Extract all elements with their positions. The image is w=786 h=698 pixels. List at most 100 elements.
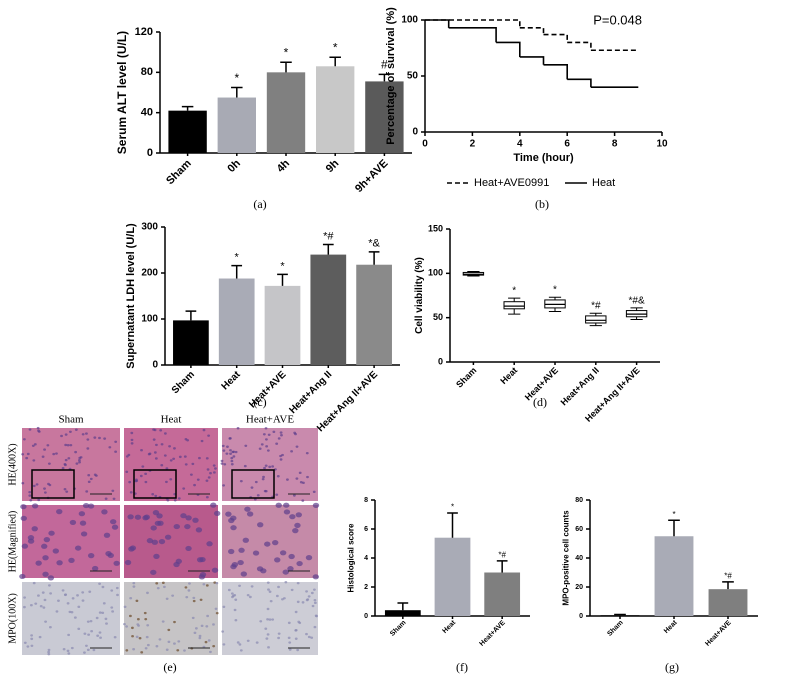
cell-nucleus (192, 599, 196, 603)
y-tick-label: 20 (575, 584, 583, 591)
cell-nucleus (99, 636, 102, 639)
cell-nucleus (49, 592, 53, 595)
cell-nucleus (108, 446, 112, 449)
bar (168, 110, 207, 153)
cell-nucleus (64, 458, 68, 462)
cell-nucleus (279, 458, 283, 461)
zoom-box (231, 469, 275, 499)
cell-nucleus (23, 596, 26, 599)
chart-panel: 0 50 100 Percentage of survival (%) (b) 0 2 4 6 8… (385, 7, 668, 211)
cell-nucleus (75, 462, 79, 465)
cell-nucleus (189, 473, 193, 476)
cell-nucleus (78, 511, 86, 517)
bar (356, 264, 392, 365)
cell-nucleus (158, 638, 162, 641)
cell-nucleus (211, 567, 219, 573)
cell-nucleus (155, 443, 158, 447)
cell-nucleus (183, 649, 186, 652)
y-tick-label: 50 (433, 312, 443, 322)
cell-nucleus (279, 431, 283, 434)
cell-nucleus (243, 464, 247, 468)
chart-panel: 0 50 100 150 Cell viability (%) (d) Sham Heat * H… (414, 223, 660, 424)
cell-nucleus (315, 614, 318, 618)
cell-nucleus (146, 624, 150, 627)
cell-nucleus (204, 640, 208, 644)
y-tick-label: 0 (438, 356, 443, 366)
cell-nucleus (212, 471, 216, 474)
cell-nucleus (260, 443, 264, 446)
y-tick-label: 300 (141, 222, 158, 233)
cell-nucleus (254, 480, 258, 484)
cell-nucleus (160, 443, 164, 446)
cell-nucleus (266, 581, 270, 584)
cell-nucleus (288, 553, 295, 560)
cell-nucleus (98, 436, 101, 440)
cell-nucleus (275, 502, 282, 508)
cell-nucleus (47, 650, 51, 654)
error-bar (280, 61, 292, 73)
cell-nucleus (206, 468, 210, 471)
y-tick-label: 0 (579, 613, 583, 620)
x-tick-label: Sham (170, 369, 197, 396)
cell-nucleus (312, 502, 320, 508)
cell-nucleus (262, 475, 265, 479)
cell-nucleus (163, 454, 167, 457)
cell-nucleus (46, 444, 50, 447)
cell-nucleus (182, 487, 186, 490)
cell-nucleus (236, 641, 240, 644)
cell-nucleus (35, 560, 42, 566)
cell-nucleus (212, 644, 216, 648)
cell-nucleus (193, 631, 197, 635)
cell-nucleus (301, 601, 305, 604)
significance-mark: *# (591, 301, 601, 312)
error-bar (722, 581, 734, 590)
cell-nucleus (34, 602, 38, 605)
cell-nucleus (225, 511, 232, 517)
cell-nucleus (173, 499, 177, 502)
x-tick-label: 4h (275, 157, 293, 175)
cell-nucleus (156, 586, 160, 590)
cell-nucleus (205, 584, 209, 587)
cell-nucleus (238, 547, 245, 553)
bar (600, 615, 640, 616)
cell-nucleus (239, 649, 243, 652)
cell-nucleus (134, 514, 142, 520)
cell-nucleus (125, 455, 129, 458)
column-title: Heat (161, 414, 182, 426)
cell-nucleus (85, 644, 88, 648)
cell-nucleus (255, 641, 259, 644)
cell-nucleus (125, 649, 129, 652)
survival-step (496, 41, 521, 57)
cell-nucleus (167, 628, 171, 632)
bar (365, 81, 404, 153)
cell-nucleus (137, 624, 141, 627)
cell-nucleus (242, 537, 250, 543)
panel-label: (g) (665, 660, 679, 674)
significance-mark: * (333, 41, 338, 55)
x-tick-label: Sham (164, 157, 194, 187)
cell-nucleus (307, 595, 311, 598)
cell-nucleus (194, 627, 198, 630)
cell-nucleus (63, 462, 67, 466)
cell-nucleus (43, 448, 46, 451)
significance-mark: * (672, 510, 675, 519)
cell-nucleus (200, 439, 204, 443)
cell-nucleus (230, 456, 234, 460)
legend-label: Heat (592, 177, 615, 189)
cell-nucleus (20, 515, 27, 521)
cell-nucleus (48, 530, 55, 536)
cell-nucleus (132, 585, 136, 588)
cell-nucleus (173, 523, 180, 530)
cell-nucleus (92, 648, 96, 652)
cell-nucleus (86, 620, 90, 623)
y-tick-label: 120 (135, 26, 153, 38)
cell-nucleus (56, 560, 63, 566)
cell-nucleus (144, 617, 148, 621)
cell-nucleus (153, 553, 160, 559)
cell-nucleus (152, 510, 160, 516)
y-tick-label: 50 (407, 71, 419, 82)
cell-nucleus (141, 465, 145, 468)
significance-mark: *# (323, 230, 334, 242)
cell-nucleus (68, 557, 75, 563)
cell-nucleus (282, 569, 289, 575)
